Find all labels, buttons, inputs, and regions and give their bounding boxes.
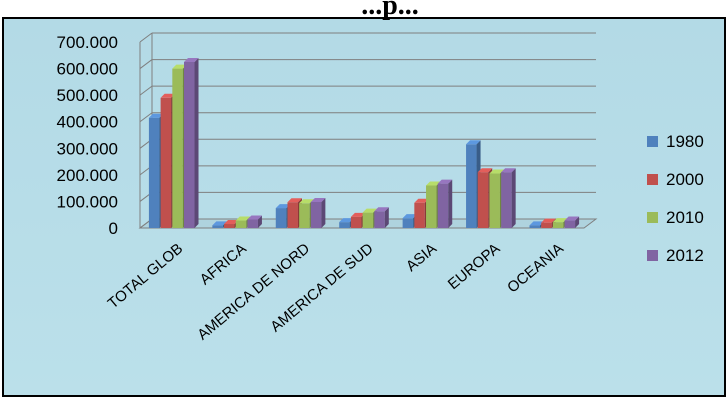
gridline-depth	[139, 32, 153, 43]
bar-top	[247, 215, 262, 220]
bar-top	[339, 218, 354, 223]
bar-side	[257, 215, 262, 228]
legend-label: 2010	[666, 208, 704, 227]
bar-2012	[374, 211, 385, 228]
chart-title: ...p...	[361, 0, 419, 21]
bar-top	[426, 181, 441, 186]
y-tick-label: 700.000	[57, 33, 118, 52]
y-tick-labels: 0 100.000 200.000 300.000 400.000 500.000 600.…	[57, 33, 118, 238]
legend-swatch	[647, 136, 658, 147]
bar-top	[362, 208, 378, 213]
gridline-depth	[139, 112, 153, 123]
bar-1980	[402, 218, 414, 228]
bar-2000	[477, 172, 489, 228]
legend-swatch	[647, 250, 658, 261]
bars	[148, 57, 580, 228]
bar-side	[321, 197, 326, 228]
bar-top	[529, 221, 544, 226]
bar-2010	[426, 185, 437, 228]
bar-2000	[414, 202, 425, 228]
bar-2010	[235, 220, 247, 228]
bar-top	[310, 197, 326, 202]
bar-1980	[339, 222, 350, 228]
legend-label: 1980	[666, 132, 704, 151]
bar-top	[374, 207, 389, 212]
bar-top	[437, 179, 453, 184]
bar-1980	[529, 225, 540, 228]
bar-top	[489, 169, 504, 174]
bar-2012	[501, 172, 512, 228]
y-tick-label: 300.000	[57, 139, 118, 158]
bar-top	[402, 214, 418, 219]
bar-2000	[350, 216, 362, 228]
bar-top	[564, 216, 580, 221]
legend-swatch	[647, 174, 658, 185]
bar-top	[160, 93, 176, 98]
gridline-depth	[139, 59, 153, 69]
y-tick-label: 200.000	[57, 166, 118, 185]
bar-top	[235, 216, 251, 221]
bar-2000	[160, 97, 172, 228]
bar-top	[212, 221, 227, 226]
bar-top	[414, 198, 429, 203]
bar-1980	[466, 144, 477, 228]
bar-top	[477, 168, 493, 173]
bar-1980	[275, 208, 287, 228]
bar-top	[275, 204, 291, 209]
legend: 1980 2000 2010 2012	[647, 132, 704, 265]
legend-label: 2000	[666, 170, 704, 189]
bar-2012	[247, 219, 258, 228]
y-tick-label: 0	[109, 219, 118, 238]
bar-2012	[184, 61, 195, 228]
bar-2000	[541, 222, 552, 228]
gridline-depth	[139, 85, 153, 96]
bar-top	[501, 168, 516, 173]
bar-side	[575, 216, 580, 228]
y-tick-label: 100.000	[57, 192, 118, 211]
y-tick-label: 600.000	[57, 60, 118, 79]
legend-swatch	[647, 212, 658, 223]
bar-top	[299, 199, 314, 204]
bar-2010	[489, 173, 500, 228]
bar-1980	[148, 117, 160, 228]
bar-side	[194, 57, 199, 228]
bar-side	[448, 179, 453, 228]
bar-2010	[552, 222, 564, 228]
bar-top	[541, 218, 556, 223]
bar-2010	[362, 212, 374, 228]
bar-top	[552, 218, 568, 223]
bar-2010	[299, 203, 310, 228]
chart-background	[2, 17, 726, 397]
bar-2000	[287, 202, 298, 228]
bar-top	[287, 198, 302, 203]
bar-top	[466, 140, 481, 145]
bar-top	[172, 64, 187, 69]
y-tick-label: 500.000	[57, 86, 118, 105]
bar-top	[224, 220, 239, 225]
bar-2012	[564, 220, 576, 228]
bar-2012	[310, 201, 322, 228]
bar-side	[384, 207, 389, 228]
bar-side	[511, 168, 516, 228]
bar-top	[148, 113, 164, 118]
bar-2000	[224, 224, 235, 228]
bar-1980	[212, 225, 223, 228]
legend-label: 2012	[666, 246, 704, 265]
bar-2010	[172, 68, 183, 228]
y-tick-label: 400.000	[57, 113, 118, 132]
bar-top	[184, 57, 199, 62]
bar-top	[350, 212, 366, 217]
bar-2012	[437, 183, 449, 228]
